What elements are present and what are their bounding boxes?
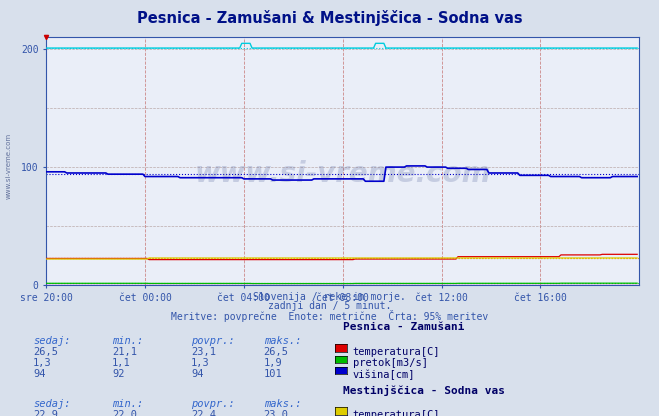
Text: 94: 94 [33,369,45,379]
Text: 1,3: 1,3 [33,358,51,368]
Text: 23,1: 23,1 [191,347,216,357]
Text: pretok[m3/s]: pretok[m3/s] [353,358,428,368]
Text: 22,4: 22,4 [191,410,216,416]
Text: zadnji dan / 5 minut.: zadnji dan / 5 minut. [268,301,391,311]
Text: 21,1: 21,1 [112,347,137,357]
Text: 22,0: 22,0 [112,410,137,416]
Text: povpr.:: povpr.: [191,336,235,346]
Text: maks.:: maks.: [264,399,301,409]
Text: www.si-vreme.com: www.si-vreme.com [194,160,491,188]
Text: Slovenija / reke in morje.: Slovenija / reke in morje. [253,292,406,302]
Text: 101: 101 [264,369,282,379]
Text: 26,5: 26,5 [33,347,58,357]
Text: min.:: min.: [112,336,143,346]
Text: povpr.:: povpr.: [191,399,235,409]
Text: 1,9: 1,9 [264,358,282,368]
Text: temperatura[C]: temperatura[C] [353,410,440,416]
Text: 92: 92 [112,369,125,379]
Text: www.si-vreme.com: www.si-vreme.com [5,134,11,199]
Text: Pesnica - Zamušani: Pesnica - Zamušani [343,322,464,332]
Text: Mestinjščica - Sodna vas: Mestinjščica - Sodna vas [343,385,505,396]
Text: 23,0: 23,0 [264,410,289,416]
Text: temperatura[C]: temperatura[C] [353,347,440,357]
Text: sedaj:: sedaj: [33,336,71,346]
Text: 94: 94 [191,369,204,379]
Text: sedaj:: sedaj: [33,399,71,409]
Text: Meritve: povprečne  Enote: metrične  Črta: 95% meritev: Meritve: povprečne Enote: metrične Črta:… [171,310,488,322]
Text: 1,3: 1,3 [191,358,210,368]
Text: Pesnica - Zamušani & Mestinjščica - Sodna vas: Pesnica - Zamušani & Mestinjščica - Sodn… [136,10,523,26]
Text: min.:: min.: [112,399,143,409]
Text: višina[cm]: višina[cm] [353,369,415,380]
Text: 1,1: 1,1 [112,358,130,368]
Text: 26,5: 26,5 [264,347,289,357]
Text: maks.:: maks.: [264,336,301,346]
Text: 22,9: 22,9 [33,410,58,416]
